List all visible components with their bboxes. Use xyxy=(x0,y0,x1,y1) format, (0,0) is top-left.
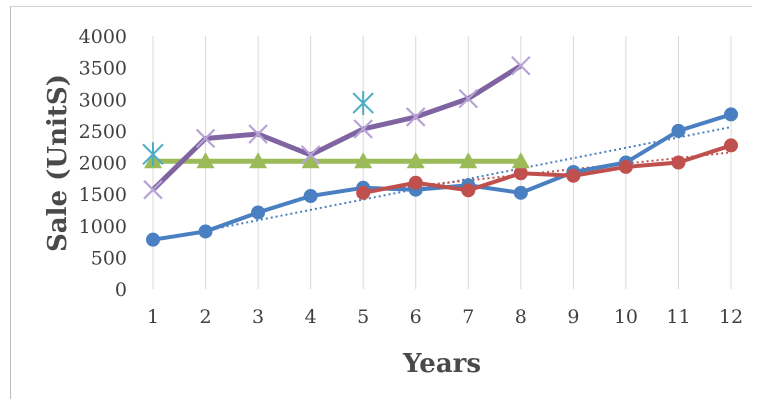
x-tick-label: 3 xyxy=(252,306,264,328)
data-point xyxy=(303,189,318,204)
data-point xyxy=(354,152,373,169)
y-tick-label: 4000 xyxy=(79,26,127,48)
data-point xyxy=(142,142,164,167)
x-tick-labels: 1 2 3 4 5 6 7 8 9 10 11 12 xyxy=(147,306,743,328)
data-point xyxy=(671,123,686,138)
data-point xyxy=(301,152,320,169)
y-tick-label: 2000 xyxy=(79,153,127,175)
data-point xyxy=(459,152,478,169)
series-layer xyxy=(142,55,738,247)
y-tick-label: 2500 xyxy=(79,121,127,143)
data-point xyxy=(248,124,268,144)
data-point xyxy=(143,179,163,200)
data-point xyxy=(353,119,373,139)
trendlines xyxy=(152,126,732,242)
y-tick-label: 3500 xyxy=(79,58,127,80)
data-point xyxy=(356,185,371,200)
x-tick-label: 7 xyxy=(462,306,474,328)
series-4 xyxy=(143,55,531,200)
data-point xyxy=(511,55,531,76)
data-point xyxy=(408,175,423,190)
data-point xyxy=(671,155,686,170)
data-point xyxy=(146,232,160,247)
x-tick-label: 2 xyxy=(199,306,211,328)
x-axis-title: Years xyxy=(402,349,481,379)
data-point xyxy=(198,224,213,239)
x-tick-label: 12 xyxy=(719,306,743,328)
data-point xyxy=(513,166,528,181)
y-tick-label: 500 xyxy=(91,247,127,269)
data-point xyxy=(566,168,581,183)
trendline-1 xyxy=(152,126,732,242)
series-line-2 xyxy=(362,143,732,195)
series-2 xyxy=(356,138,738,200)
data-point xyxy=(249,152,268,169)
y-tick-label: 1000 xyxy=(79,216,127,238)
chart-frame xyxy=(10,6,752,399)
y-tick-label: 1500 xyxy=(79,184,127,206)
data-point xyxy=(618,159,633,174)
y-axis-title: Sale (UnitS) xyxy=(43,74,73,252)
data-point xyxy=(724,138,738,153)
x-tick-label: 4 xyxy=(305,306,317,328)
x-tick-label: 1 xyxy=(147,306,159,328)
data-point xyxy=(352,91,374,116)
data-point xyxy=(458,88,479,109)
data-point xyxy=(511,152,530,169)
y-tick-label: 3000 xyxy=(79,89,127,111)
series-3 xyxy=(144,152,530,169)
data-point xyxy=(461,183,476,198)
data-point xyxy=(724,107,738,122)
data-point xyxy=(300,145,321,165)
data-point xyxy=(196,152,215,169)
data-point xyxy=(513,185,528,200)
series-line-4 xyxy=(151,63,523,192)
x-tick-label: 9 xyxy=(567,306,579,328)
x-tick-label: 6 xyxy=(410,306,422,328)
series-1 xyxy=(146,107,738,247)
data-point xyxy=(251,205,266,220)
x-tick-label: 10 xyxy=(614,306,638,328)
x-tick-label: 5 xyxy=(357,306,369,328)
data-point xyxy=(195,128,216,149)
y-tick-label: 0 xyxy=(115,279,127,301)
y-tick-labels: 0 500 1000 1500 2000 2500 3000 3500 4000 xyxy=(79,26,127,301)
x-tick-label: 11 xyxy=(666,306,690,328)
series-5 xyxy=(142,91,374,167)
x-tick-label: 8 xyxy=(515,306,527,328)
data-point xyxy=(405,107,426,127)
data-point xyxy=(406,152,425,169)
